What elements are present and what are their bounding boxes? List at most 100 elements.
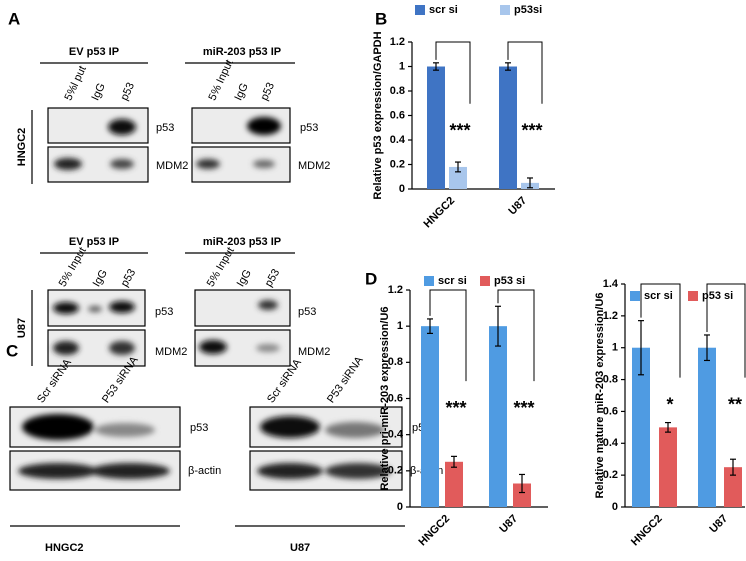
lane-label: 5% Input (57, 245, 89, 289)
row-label: MDM2 (298, 346, 330, 358)
bracket (497, 289, 535, 382)
row-label: β-actin (188, 465, 221, 477)
y-tick-label: 1 (397, 320, 403, 332)
legend-swatch (424, 276, 434, 286)
bar (427, 66, 445, 189)
bracket (429, 289, 467, 382)
lane-label: IgG (232, 81, 250, 102)
bar (698, 347, 716, 507)
lane-label: p53 (263, 267, 283, 289)
row-label: p53 (155, 306, 173, 318)
y-tick-label: 1 (612, 342, 618, 354)
bar (499, 66, 517, 189)
bands (53, 300, 280, 355)
bar (513, 483, 531, 507)
y-tick-label: 1.2 (388, 284, 403, 296)
bracket (640, 283, 681, 378)
y-axis-label: Relative pri-miR-203 expression/U6 (379, 306, 391, 490)
cell-label: HNGC2 (45, 542, 84, 554)
row-label: p53 (298, 306, 316, 318)
annotation: *** (449, 120, 470, 140)
legend-swatch (630, 291, 640, 301)
row-label: MDM2 (156, 160, 188, 172)
bar (659, 427, 677, 507)
lane-label: 5% Input (206, 58, 235, 102)
legend-swatch (480, 276, 490, 286)
y-tick-label: 0.4 (388, 429, 404, 441)
x-tick-label: HNGC2 (416, 513, 452, 549)
y-tick-label: 1.2 (603, 310, 618, 322)
annotation: ** (728, 394, 742, 414)
y-tick-label: 0.6 (603, 405, 618, 417)
y-tick-label: 0.6 (390, 109, 405, 121)
lane-label: P53 siRNA (325, 354, 366, 405)
x-tick-label: HNGC2 (629, 513, 665, 549)
cell-label: U87 (16, 318, 28, 338)
annotation: *** (521, 120, 542, 140)
legend-swatch (688, 291, 698, 301)
y-axis-label: Relative p53 expression/GAPDH (372, 31, 384, 199)
x-tick-label: U87 (707, 513, 730, 536)
panel-label: D (365, 269, 377, 288)
row-label: p53 (156, 122, 174, 134)
blot-header: EV p53 IP (69, 46, 119, 58)
bar (421, 326, 439, 507)
blot-header: miR-203 p53 IP (203, 46, 281, 58)
cell-label: U87 (290, 542, 310, 554)
lane-label: p53 (119, 267, 139, 289)
bar (445, 461, 463, 507)
y-tick-label: 0 (612, 501, 618, 513)
bar (724, 467, 742, 507)
row-label: p53 (300, 122, 318, 134)
x-tick-label: HNGC2 (421, 195, 457, 231)
bar (489, 326, 507, 507)
bracket (435, 41, 471, 104)
bracket (706, 283, 746, 378)
x-tick-label: U87 (506, 195, 529, 218)
bar (449, 166, 467, 189)
y-tick-label: 0.6 (388, 392, 403, 404)
y-tick-label: 0.8 (603, 373, 618, 385)
y-tick-label: 0.2 (390, 158, 405, 170)
row-label: p53 (190, 422, 208, 434)
panel-label: A (8, 9, 20, 28)
y-tick-label: 1.4 (603, 278, 619, 290)
lane-label: p53 (258, 81, 277, 103)
y-tick-label: 0.4 (603, 437, 619, 449)
y-tick-label: 0.8 (388, 356, 403, 368)
lane-label: 5% Input (205, 245, 237, 289)
y-tick-label: 1 (399, 60, 405, 72)
bar (632, 347, 650, 507)
annotation: *** (513, 398, 534, 418)
y-tick-label: 0.8 (390, 85, 405, 97)
lane-label: IgG (235, 268, 254, 289)
x-tick-label: U87 (497, 513, 520, 536)
y-tick-label: 1.2 (390, 36, 405, 48)
lane-label: IgG (91, 268, 110, 289)
legend-label: scr si (429, 4, 458, 16)
panel-label: C (6, 341, 18, 360)
blot-header: EV p53 IP (69, 236, 119, 248)
y-tick-label: 0.2 (388, 465, 403, 477)
bands (18, 414, 391, 479)
annotation: *** (445, 398, 466, 418)
legend-swatch (500, 5, 510, 15)
legend-label: p53 si (702, 290, 733, 302)
legend-label: scr si (644, 290, 673, 302)
legend-label: scr si (438, 275, 467, 287)
y-tick-label: 0.2 (603, 469, 618, 481)
legend-swatch (415, 5, 425, 15)
lane-label: p53 (118, 81, 137, 103)
row-label: MDM2 (155, 346, 187, 358)
lane-label: IgG (89, 81, 107, 102)
bracket (507, 41, 543, 104)
lane-label: 5%l put (62, 64, 88, 102)
row-label: MDM2 (298, 160, 330, 172)
cell-label: HNGC2 (16, 128, 28, 167)
annotation: * (666, 394, 673, 414)
y-tick-label: 0 (399, 183, 405, 195)
y-tick-label: 0 (397, 501, 403, 513)
legend-label: p53 si (494, 275, 525, 287)
y-axis-label: Relative mature miR-203 expression/U6 (594, 292, 606, 498)
